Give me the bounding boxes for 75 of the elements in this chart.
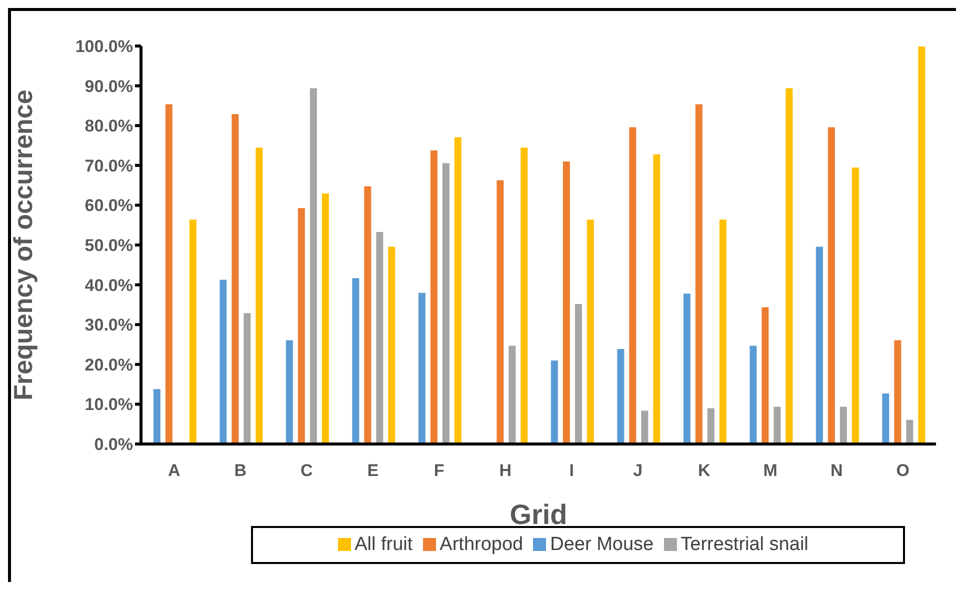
y-tick-label: 10.0% (84, 395, 133, 414)
bar (562, 160, 571, 444)
bar (640, 410, 650, 444)
bar (417, 292, 426, 444)
bar (387, 246, 396, 444)
bar (164, 103, 174, 444)
bar (254, 146, 264, 444)
x-tick-label: M (763, 461, 778, 480)
bar (760, 306, 770, 444)
legend-label: Arthropod (440, 534, 524, 555)
bar (188, 218, 198, 444)
bar (453, 136, 462, 444)
legend-label: Deer Mouse (550, 534, 654, 555)
bar (748, 344, 758, 444)
x-axis-title: Grid (510, 499, 568, 530)
x-tick-label: F (434, 461, 444, 480)
x-tick-label: B (234, 461, 247, 480)
y-tick-label: 40.0% (84, 276, 133, 295)
bar (905, 418, 914, 444)
bar (218, 278, 228, 444)
bar (284, 339, 294, 444)
legend-label: All fruit (354, 534, 413, 555)
bar (616, 348, 626, 444)
bar (363, 185, 372, 444)
x-tick-label: K (698, 461, 711, 480)
bar (508, 344, 517, 444)
bar (706, 407, 716, 444)
x-tick-label: C (300, 461, 313, 480)
y-tick-label: 100.0% (75, 37, 133, 56)
bar (682, 292, 692, 444)
bar (441, 162, 450, 444)
x-tick-label: O (896, 461, 910, 480)
y-axis-title: Frequency of occurrence (8, 90, 38, 400)
bar (308, 87, 318, 444)
x-tick-label: J (633, 461, 643, 480)
bar (429, 149, 438, 444)
bar (694, 103, 704, 444)
y-tick-label: 20.0% (84, 355, 133, 374)
y-tick-label: 0.0% (94, 435, 133, 454)
bar (230, 113, 240, 444)
bar (296, 207, 306, 444)
bar (496, 179, 505, 444)
bar (772, 406, 782, 444)
y-tick-label: 50.0% (84, 236, 133, 256)
bar (850, 166, 860, 444)
bar (574, 303, 583, 444)
y-tick-label: 80.0% (84, 116, 133, 136)
x-tick-label: H (499, 461, 512, 480)
x-tick-label: N (830, 461, 843, 480)
bar (881, 392, 890, 444)
bar (893, 339, 902, 444)
x-tick-label: A (168, 461, 180, 480)
bar (838, 406, 848, 444)
bar (826, 126, 836, 444)
bar (242, 312, 252, 444)
y-tick-label: 60.0% (84, 196, 133, 216)
bar (628, 126, 638, 444)
x-tick-label: E (367, 461, 379, 480)
legend-label: Terrestrial snail (680, 534, 808, 555)
bar (520, 146, 529, 444)
bar (652, 153, 662, 444)
bar (718, 218, 728, 444)
bar (375, 230, 384, 444)
y-tick-label: 70.0% (84, 156, 133, 176)
bar (814, 246, 824, 444)
bar (320, 192, 330, 444)
y-tick-label: 90.0% (84, 76, 133, 96)
bar (917, 46, 926, 444)
x-tick-label: I (569, 461, 574, 480)
bar (550, 360, 559, 444)
bar (784, 87, 794, 444)
bar (351, 277, 360, 444)
bar (152, 388, 162, 444)
bar (586, 218, 595, 444)
y-tick-label: 30.0% (84, 316, 133, 335)
